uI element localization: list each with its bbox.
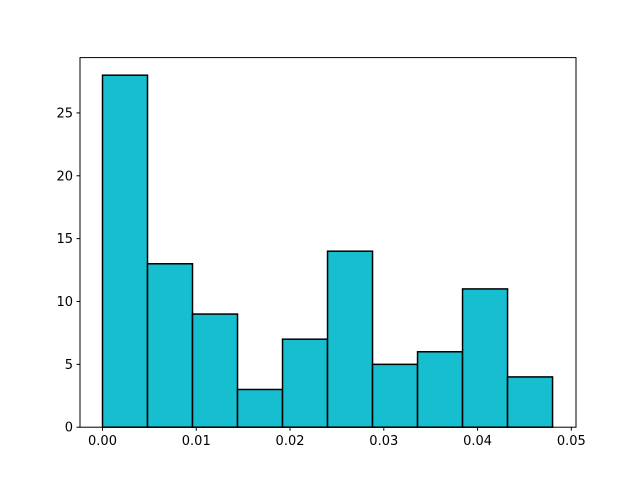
bar xyxy=(281,338,329,428)
bar xyxy=(191,313,239,428)
bar xyxy=(146,263,194,428)
y-tick-label: 25 xyxy=(56,106,73,121)
bar xyxy=(461,288,509,428)
bar xyxy=(101,74,149,428)
bar xyxy=(416,351,464,428)
x-tick-label: 0.01 xyxy=(182,434,211,449)
x-tick-label: 0.02 xyxy=(276,434,305,449)
bar xyxy=(506,376,554,428)
y-tick-label: 15 xyxy=(56,232,73,247)
y-tick-label: 20 xyxy=(56,169,73,184)
x-tick-label: 0.00 xyxy=(88,434,117,449)
bar xyxy=(326,250,374,428)
bar xyxy=(371,363,419,428)
y-tick-label: 0 xyxy=(65,421,73,436)
axes-frame xyxy=(79,57,577,428)
y-tick-label: 10 xyxy=(56,295,73,310)
y-tick-label: 5 xyxy=(65,358,73,373)
x-tick-label: 0.04 xyxy=(463,434,492,449)
bar xyxy=(236,388,284,428)
x-tick-label: 0.05 xyxy=(557,434,586,449)
x-tick-label: 0.03 xyxy=(369,434,398,449)
